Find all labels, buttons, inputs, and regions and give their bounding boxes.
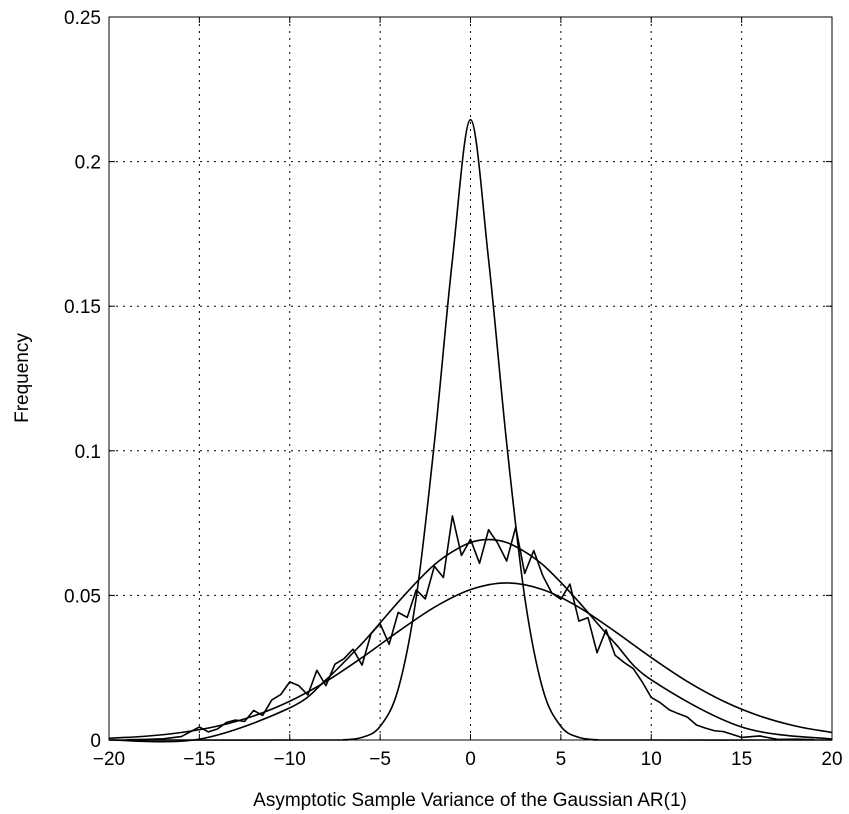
y-tick-label: 0.25: [64, 8, 101, 29]
x-tick-label: 10: [641, 749, 662, 770]
series-2-line: [108, 538, 833, 743]
series-group: [108, 118, 833, 743]
x-tick-label: −20: [93, 749, 125, 770]
x-tick-label: −10: [274, 749, 306, 770]
x-tick-label: 5: [556, 749, 567, 770]
x-tick-label: −15: [183, 749, 215, 770]
y-tick-label: 0.15: [64, 297, 101, 318]
series-1-line: [108, 582, 833, 740]
y-axis-label: Frequency: [12, 333, 33, 423]
x-tick-label: 15: [731, 749, 752, 770]
y-tick-label: 0.05: [64, 586, 101, 607]
x-axis-label: Asymptotic Sample Variance of the Gaussi…: [253, 790, 687, 811]
x-tick-label: −5: [369, 749, 391, 770]
axis-ticks: [108, 16, 833, 741]
y-tick-label: 0.1: [75, 442, 101, 463]
series-3-line: [108, 118, 833, 741]
x-tick-label: 20: [821, 749, 842, 770]
series-4-line: [127, 515, 814, 741]
y-tick-label: 0: [90, 731, 101, 752]
grid-lines: [109, 17, 832, 740]
x-tick-label: 0: [465, 749, 476, 770]
plot-area-frame: [108, 16, 833, 741]
y-tick-label: 0.2: [75, 153, 101, 174]
tick-labels: −20 −15 −10 −5 0 5 10 15 20 0 0.05 0.1 0.15 0.2 0.25: [64, 8, 843, 770]
